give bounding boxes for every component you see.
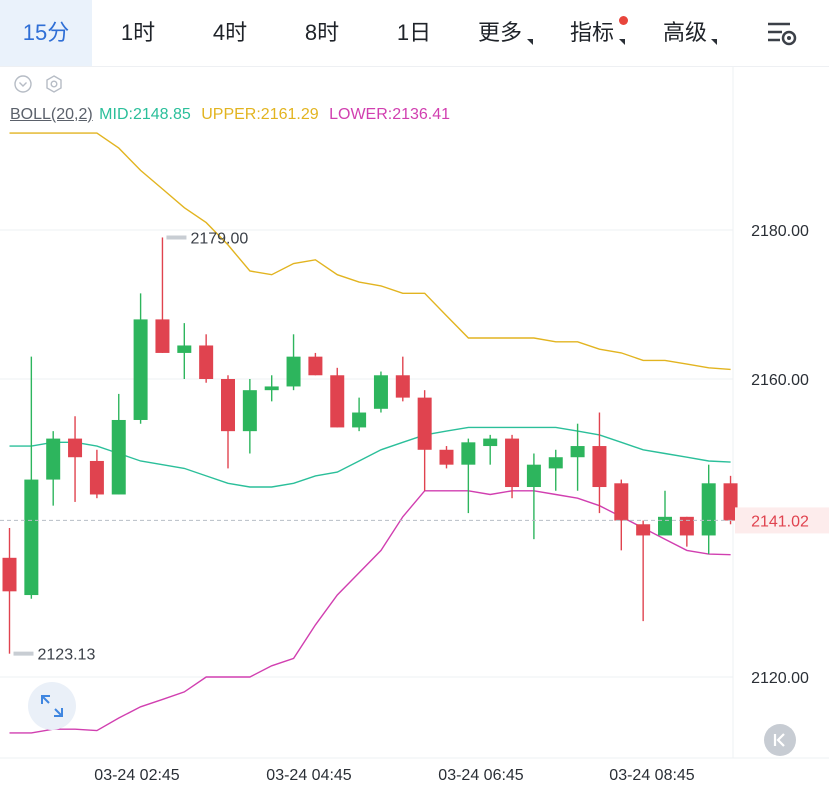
boll-mid-line xyxy=(9,426,731,488)
y-tick-label: 2160.00 xyxy=(751,372,809,389)
tab-15min[interactable]: 15分 xyxy=(0,0,92,66)
candle-body xyxy=(505,438,520,488)
k-icon xyxy=(773,733,785,747)
x-tick-label: 03-24 06:45 xyxy=(438,767,524,784)
candle-body xyxy=(395,375,410,398)
candle-body xyxy=(723,483,738,521)
candle-body xyxy=(24,479,39,596)
boll-legend: BOLL(20,2) MID:2148.85 UPPER:2161.29 LOW… xyxy=(10,106,456,124)
expand-button[interactable] xyxy=(28,682,76,730)
current-price-tag-bg xyxy=(735,507,829,534)
candle-body xyxy=(439,449,454,465)
boll-lower-line xyxy=(9,490,731,734)
candle-body xyxy=(461,442,476,465)
settings-icon[interactable] xyxy=(760,16,800,50)
x-tick-label: 03-24 04:45 xyxy=(266,767,352,784)
notification-dot xyxy=(619,16,628,25)
max-price-label: 2179.00 xyxy=(190,230,248,247)
candle-body xyxy=(548,457,563,469)
tab-advanced[interactable]: 高级 xyxy=(662,20,707,45)
y-tick-label: 2120.00 xyxy=(751,670,809,687)
candle-body xyxy=(352,412,367,428)
candle-body xyxy=(679,516,694,536)
candle-body xyxy=(89,460,104,495)
current-price-tag: 2141.02 xyxy=(751,513,809,530)
candle-body xyxy=(636,524,651,536)
boll-name[interactable]: BOLL(20,2) xyxy=(10,106,93,123)
candle-body xyxy=(242,390,257,432)
candle-body xyxy=(111,419,126,495)
candle-body xyxy=(614,483,629,521)
candle-body xyxy=(68,438,83,458)
candle-body xyxy=(155,319,170,353)
candle-body xyxy=(701,483,716,536)
candle-body xyxy=(308,356,323,376)
x-tick-label: 03-24 08:45 xyxy=(609,767,695,784)
tab-8h[interactable]: 8时 xyxy=(304,20,340,45)
candle-body xyxy=(417,397,432,450)
timeframe-toolbar: 15分 1时 4时 8时 1日 更多 指标 高级 xyxy=(0,0,829,67)
candle-body xyxy=(46,438,61,480)
more-dropdown-icon xyxy=(527,39,533,45)
tab-4h[interactable]: 4时 xyxy=(212,20,248,45)
candle-body xyxy=(199,345,214,379)
candle-body xyxy=(221,379,235,432)
tab-indicators[interactable]: 指标 xyxy=(569,20,614,45)
gear-icon[interactable] xyxy=(44,74,64,94)
candle-body xyxy=(592,446,607,488)
x-tick-label: 03-24 02:45 xyxy=(94,767,180,784)
candle-body xyxy=(133,319,148,420)
candle-body xyxy=(483,438,498,447)
boll-mid: MID:2148.85 xyxy=(99,106,191,123)
candle-body xyxy=(264,386,279,391)
candle-body xyxy=(330,375,345,428)
candle-body xyxy=(2,557,17,592)
tab-1h[interactable]: 1时 xyxy=(120,20,156,45)
boll-upper: UPPER:2161.29 xyxy=(201,106,319,123)
expand-icon xyxy=(41,695,63,717)
collapse-icon[interactable] xyxy=(13,74,33,94)
indicators-dropdown-icon xyxy=(619,39,625,45)
boll-lower: LOWER:2136.41 xyxy=(329,106,451,123)
candle-body xyxy=(570,446,585,458)
candle-body xyxy=(373,375,388,409)
candle-body xyxy=(286,356,301,387)
candle-body xyxy=(658,516,672,536)
advanced-dropdown-icon xyxy=(711,39,717,45)
tab-1d[interactable]: 1日 xyxy=(396,20,432,45)
boll-upper-line xyxy=(9,132,731,371)
min-price-label: 2123.13 xyxy=(38,647,96,664)
candle-body xyxy=(177,345,192,353)
tab-more[interactable]: 更多 xyxy=(477,20,522,45)
candle-body xyxy=(526,464,541,488)
y-tick-label: 2180.00 xyxy=(751,223,809,240)
scroll-to-latest-button[interactable] xyxy=(764,724,796,756)
